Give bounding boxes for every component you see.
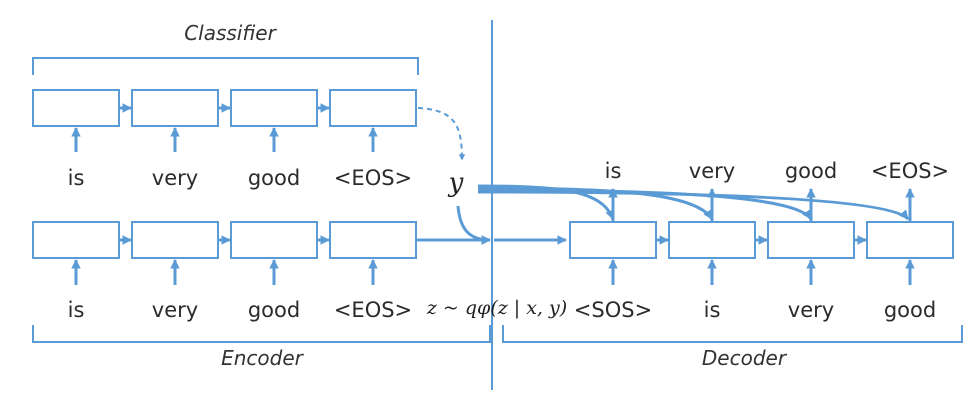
decoder-row: <SOS> is very good is very good <EOS>: [569, 159, 954, 322]
classifier-token: is: [68, 166, 85, 190]
classifier-token: very: [152, 166, 198, 190]
decoder-bracket: [502, 325, 963, 343]
classifier-label: Classifier: [184, 21, 277, 45]
decoder-input-token: <SOS>: [574, 298, 652, 322]
latent-equation: z ~ qφ(z | x, y): [426, 297, 567, 319]
classifier-cell: [230, 89, 318, 127]
classifier-cell: [32, 89, 120, 127]
classifier-token: good: [248, 166, 300, 190]
decoder-output-token: good: [785, 159, 837, 183]
decoder-cell: [668, 221, 756, 259]
encoder-cell: [32, 221, 120, 259]
classifier-to-y-arrow: [417, 107, 466, 161]
decoder-output-token: is: [605, 159, 622, 183]
encoder-token: <EOS>: [334, 298, 412, 322]
y-fanout-arrows: [477, 184, 910, 221]
classifier-cell: [329, 89, 417, 127]
encoder-label: Encoder: [221, 346, 305, 370]
classifier-row: is very good <EOS>: [32, 89, 417, 190]
encoder-token: good: [248, 298, 300, 322]
decoder-output-token: very: [689, 159, 735, 183]
decoder-cell: [866, 221, 954, 259]
classifier-cell: [131, 89, 219, 127]
encoder-token: is: [68, 298, 85, 322]
y-to-decoder-arrow: [477, 190, 910, 221]
decoder-cell: [569, 221, 657, 259]
decoder-input-token: very: [788, 298, 834, 322]
y-label: y: [448, 168, 464, 198]
encoder-bracket: [32, 325, 491, 343]
encoder-cell: [329, 221, 417, 259]
encoder-row: is very good <EOS>: [32, 221, 417, 322]
classifier-bracket: [32, 57, 419, 75]
encoder-cell: [230, 221, 318, 259]
encoder-cell: [131, 221, 219, 259]
encoder-token: very: [152, 298, 198, 322]
decoder-input-token: good: [884, 298, 936, 322]
decoder-output-token: <EOS>: [871, 159, 949, 183]
decoder-label: Decoder: [702, 346, 788, 370]
y-to-latent-arrow: [456, 205, 491, 245]
classifier-token: <EOS>: [334, 166, 412, 190]
decoder-input-token: is: [704, 298, 721, 322]
decoder-cell: [767, 221, 855, 259]
